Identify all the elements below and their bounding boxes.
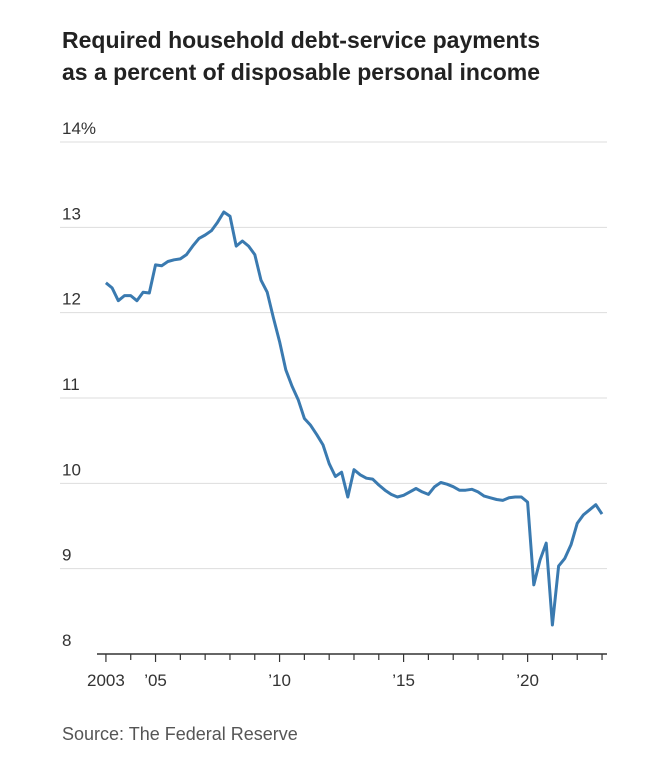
chart-title: as a percent of disposable personal inco… <box>62 59 540 85</box>
source: Source: The Federal Reserve <box>62 724 298 744</box>
y-tick-label: 11 <box>62 375 80 394</box>
y-tick-label: 12 <box>62 290 81 309</box>
x-tick-label: ’15 <box>392 671 415 690</box>
y-tick-label: 14% <box>62 119 96 138</box>
y-tick-label: 9 <box>62 546 71 565</box>
data-line <box>104 210 604 627</box>
chart-title: Required household debt-service payments <box>62 27 540 53</box>
y-tick-label: 8 <box>62 631 71 650</box>
y-tick-label: 13 <box>62 204 81 223</box>
x-tick-label: ’05 <box>144 671 167 690</box>
x-tick-label: ’20 <box>516 671 539 690</box>
x-tick-label: ’10 <box>268 671 291 690</box>
x-tick-label: 2003 <box>87 671 125 690</box>
y-tick-label: 10 <box>62 460 81 479</box>
